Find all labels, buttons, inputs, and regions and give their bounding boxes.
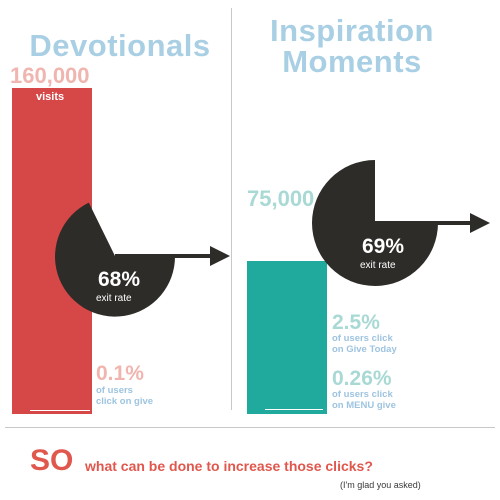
inspiration-bar: [247, 261, 327, 414]
inspiration-arrow-shaft: [375, 221, 475, 225]
footer-question: what can be done to increase those click…: [85, 458, 373, 474]
center-divider: [231, 8, 232, 410]
inspiration-give-today-value: 2.5%: [332, 311, 380, 334]
footer-aside: (I'm glad you asked): [340, 480, 421, 490]
inspiration-menu-give-label: of users click on MENU give: [332, 389, 396, 412]
devotionals-exit-rate-value: 68%: [98, 268, 141, 291]
inspiration-give-today-label-line2: on Give Today: [332, 343, 397, 355]
inspiration-exit-rate-value: 69%: [362, 235, 405, 258]
bottom-divider: [5, 427, 495, 428]
inspiration-menu-give-value: 0.26%: [332, 367, 392, 390]
inspiration-give-today-label-line1: of users click: [332, 333, 393, 344]
inspiration-give-today-label: of users click on Give Today: [332, 333, 397, 356]
inspiration-menu-give-label-line2: on MENU give: [332, 399, 396, 411]
devotionals-baseline: [30, 410, 90, 411]
inspiration-menu-give-label-line1: of users click: [332, 389, 393, 400]
devotionals-exit-rate-label: exit rate: [96, 293, 132, 304]
devotionals-visits-label: visits: [36, 91, 65, 103]
devotionals-visits-value: 160,000: [10, 63, 90, 88]
inspiration-title-line2: Moments: [282, 44, 422, 79]
devotionals-give-click-label-line1: of users: [96, 385, 133, 396]
inspiration-visits-label: visits: [273, 212, 302, 224]
devotionals-title: Devotionals: [29, 28, 211, 63]
devotionals-give-click-label: of users click on give: [96, 385, 154, 408]
inspiration-exit-rate-graphic: [312, 160, 490, 286]
devotionals-exit-rate-wedge: [55, 202, 176, 317]
inspiration-visits-value: 75,000: [247, 186, 315, 211]
inspiration-baseline: [265, 409, 323, 410]
inspiration-title: Inspiration Moments: [262, 15, 442, 77]
devotionals-arrow-head-icon: [210, 246, 230, 266]
devotionals-give-click-value: 0.1%: [96, 362, 144, 385]
inspiration-exit-rate-label: exit rate: [360, 260, 396, 271]
footer-so: SO: [30, 444, 74, 477]
devotionals-arrow-shaft: [115, 254, 215, 258]
inspiration-title-line1: Inspiration: [270, 13, 434, 48]
inspiration-arrow-head-icon: [470, 213, 490, 233]
devotionals-exit-rate-graphic: [55, 202, 230, 317]
devotionals-give-click-label-line2: click on give: [96, 395, 154, 407]
